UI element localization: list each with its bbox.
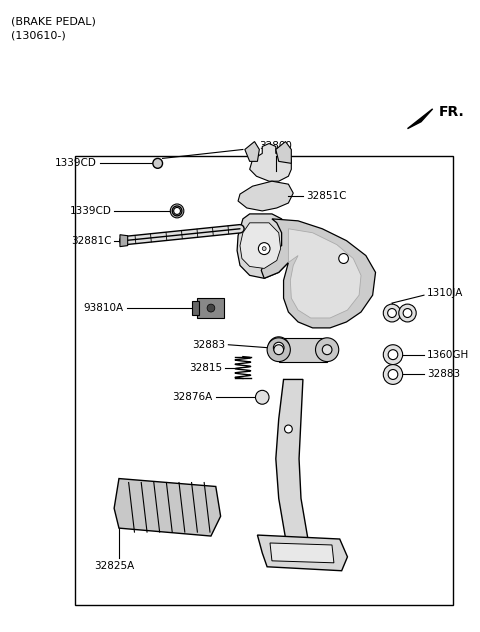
Polygon shape (279, 338, 327, 362)
Polygon shape (276, 142, 291, 163)
Text: 32881C: 32881C (71, 236, 111, 246)
Circle shape (207, 304, 215, 312)
Circle shape (267, 338, 290, 362)
Polygon shape (240, 223, 281, 269)
Text: 1339CD: 1339CD (69, 206, 111, 216)
Circle shape (399, 304, 416, 322)
Circle shape (384, 304, 401, 322)
Text: 1310JA: 1310JA (427, 288, 463, 298)
Circle shape (388, 308, 396, 317)
Text: 32825A: 32825A (94, 561, 134, 571)
Circle shape (384, 344, 403, 365)
Circle shape (339, 253, 348, 264)
Text: 1339CD: 1339CD (55, 159, 96, 168)
Text: 32876A: 32876A (173, 392, 213, 403)
Circle shape (274, 344, 284, 355)
Text: (130610-): (130610-) (11, 30, 65, 40)
Polygon shape (120, 234, 128, 246)
Circle shape (403, 308, 412, 317)
Polygon shape (238, 181, 293, 211)
Polygon shape (250, 143, 291, 181)
Circle shape (255, 391, 269, 404)
Circle shape (322, 344, 332, 355)
Bar (75, 156, 453, 605)
Polygon shape (288, 229, 361, 318)
Circle shape (285, 425, 292, 433)
Polygon shape (276, 379, 312, 558)
Circle shape (268, 337, 289, 358)
Circle shape (170, 204, 184, 218)
Text: 32883: 32883 (427, 370, 460, 379)
Circle shape (315, 338, 339, 362)
Text: 32883: 32883 (192, 340, 226, 349)
Polygon shape (261, 219, 375, 328)
Circle shape (274, 343, 284, 353)
Circle shape (262, 246, 266, 250)
Polygon shape (408, 109, 432, 129)
Polygon shape (270, 543, 334, 563)
Text: 93810A: 93810A (84, 303, 124, 313)
Circle shape (172, 206, 182, 216)
Polygon shape (257, 535, 348, 571)
Text: FR.: FR. (438, 105, 464, 119)
FancyBboxPatch shape (192, 301, 199, 315)
Circle shape (388, 370, 398, 379)
Text: (BRAKE PEDAL): (BRAKE PEDAL) (11, 16, 96, 27)
Text: 32851C: 32851C (306, 191, 347, 201)
Polygon shape (114, 478, 221, 536)
Polygon shape (237, 214, 291, 278)
Circle shape (174, 207, 180, 214)
Text: 32815: 32815 (190, 363, 223, 372)
Circle shape (258, 243, 270, 255)
Circle shape (388, 349, 398, 360)
FancyBboxPatch shape (197, 298, 225, 318)
Polygon shape (245, 142, 259, 161)
Circle shape (384, 365, 403, 384)
Circle shape (153, 159, 163, 168)
Text: 32800: 32800 (259, 142, 292, 152)
Text: 1360GH: 1360GH (427, 349, 469, 360)
